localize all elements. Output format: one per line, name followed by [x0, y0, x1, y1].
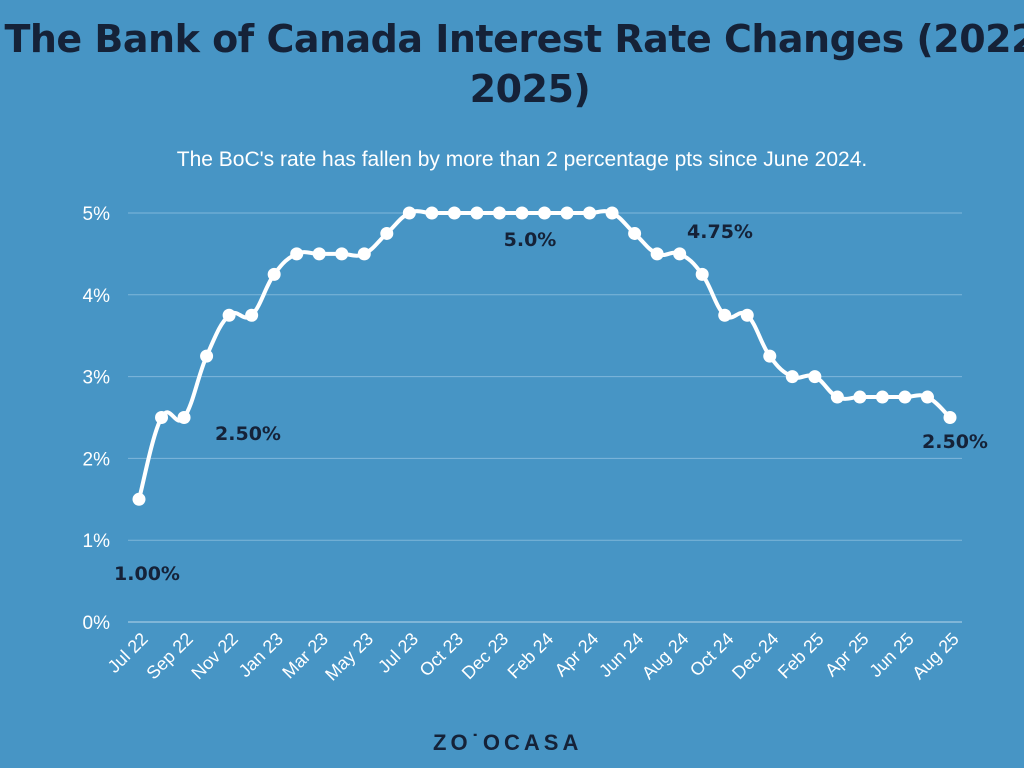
data-point: [853, 390, 867, 404]
data-point: [492, 206, 506, 220]
data-point: [312, 247, 326, 261]
data-point: [380, 226, 394, 240]
data-point: [943, 411, 957, 424]
data-annotation: 4.75%: [687, 221, 753, 243]
data-point: [875, 390, 889, 404]
chart-subtitle: The BoC's rate has fallen by more than 2…: [176, 148, 868, 171]
data-point: [808, 370, 822, 384]
data-point: [898, 390, 912, 404]
data-point: [155, 411, 169, 424]
data-point: [673, 247, 687, 261]
data-annotation: 5.0%: [504, 229, 557, 251]
data-point: [920, 390, 934, 404]
data-point: [583, 206, 597, 220]
data-point: [785, 370, 799, 384]
y-tick-label: 4%: [83, 286, 111, 307]
x-tick-label: May 23: [321, 629, 377, 685]
y-tick-label: 5%: [83, 204, 111, 225]
data-point: [132, 492, 146, 506]
data-point: [335, 247, 349, 261]
data-point: [267, 267, 281, 281]
data-point: [177, 411, 191, 424]
data-point: [628, 226, 642, 240]
x-tick-label: Aug 24: [638, 629, 692, 683]
x-tick-label: Jul 23: [374, 629, 422, 677]
x-tick-label: Apr 25: [821, 629, 873, 681]
data-annotation: 2.50%: [215, 423, 281, 445]
data-point: [718, 308, 732, 322]
series-line: [137, 209, 952, 500]
data-point: [740, 308, 754, 322]
data-annotation: 1.00%: [114, 563, 180, 585]
x-tick-label: Sep 22: [142, 629, 196, 683]
x-tick-label: Feb 25: [774, 629, 828, 683]
x-tick-label: Oct 23: [416, 629, 468, 681]
data-point: [763, 349, 777, 363]
data-point: [538, 206, 551, 220]
x-tick-label: Aug 25: [908, 629, 962, 683]
x-tick-label: Jun 24: [595, 629, 647, 681]
y-tick-label: 1%: [83, 531, 111, 552]
data-point: [290, 247, 304, 261]
data-point: [245, 308, 259, 322]
x-tick-label: Dec 23: [458, 629, 512, 683]
data-point: [605, 206, 619, 220]
data-point: [357, 247, 371, 261]
data-point: [402, 206, 416, 220]
data-point: [200, 349, 214, 363]
data-point: [222, 308, 236, 322]
x-tick-label: Jun 25: [865, 629, 917, 681]
data-point: [650, 247, 664, 261]
chart-title: The Bank of Canada Interest Rate Changes…: [4, 17, 1024, 111]
y-tick-label: 0%: [83, 613, 111, 634]
zoocasa-logo: ZO˙OCASA: [433, 730, 583, 755]
data-point: [447, 206, 461, 220]
x-tick-label: Nov 22: [187, 629, 241, 683]
data-point: [470, 206, 484, 220]
x-tick-label: Dec 24: [728, 629, 782, 683]
x-tick-label: Feb 24: [504, 629, 558, 683]
data-point: [425, 206, 439, 220]
data-point: [560, 206, 574, 220]
x-tick-label: Apr 24: [551, 629, 603, 681]
data-annotation: 2.50%: [922, 431, 988, 453]
x-tick-label: Oct 24: [686, 629, 738, 681]
data-point: [695, 267, 709, 281]
data-point: [830, 390, 844, 404]
data-point: [515, 206, 529, 220]
y-tick-label: 3%: [83, 368, 111, 389]
x-tick-label: Jan 23: [235, 629, 287, 681]
y-tick-label: 2%: [83, 449, 111, 470]
